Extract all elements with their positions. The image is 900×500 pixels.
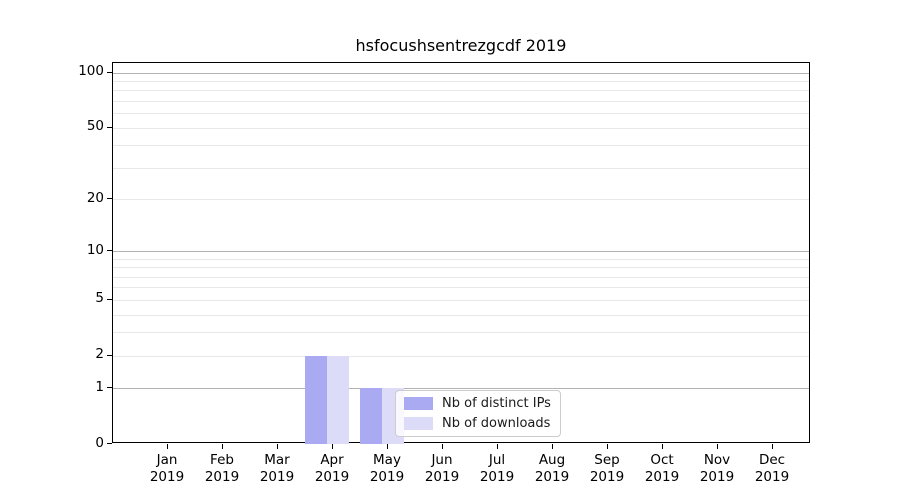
y-tick-label: 100: [78, 63, 104, 80]
bar-nb-of-distinct-ips: [360, 388, 382, 444]
legend-label: Nb of downloads: [442, 416, 551, 431]
minor-gridline: [113, 145, 809, 147]
y-tick-mark: [107, 250, 112, 252]
x-tick-label: Nov 2019: [699, 452, 735, 485]
y-tick-mark: [107, 198, 112, 200]
legend: Nb of distinct IPs Nb of downloads: [395, 390, 561, 437]
x-tick-mark: [552, 444, 553, 449]
x-tick-mark: [717, 444, 718, 449]
x-tick-mark: [662, 444, 663, 449]
x-tick-mark: [772, 444, 773, 449]
y-tick-label: 5: [95, 290, 104, 307]
x-tick-label: Feb 2019: [204, 452, 240, 485]
minor-gridline: [113, 101, 809, 103]
legend-item: Nb of downloads: [404, 416, 551, 431]
y-tick-mark: [107, 71, 112, 73]
x-tick-mark: [497, 444, 498, 449]
y-tick-mark: [107, 298, 112, 300]
x-tick-label: Aug 2019: [534, 452, 570, 485]
x-tick-label: Dec 2019: [754, 452, 790, 485]
x-tick-mark: [332, 444, 333, 449]
minor-gridline: [113, 332, 809, 334]
major-gridline: [113, 251, 809, 253]
x-tick-label: Apr 2019: [314, 452, 350, 485]
x-tick-label: Jul 2019: [479, 452, 515, 485]
y-tick-mark: [107, 443, 112, 444]
y-tick-label: 0: [95, 434, 104, 451]
minor-gridline: [113, 167, 809, 169]
x-tick-mark: [387, 444, 388, 449]
y-tick-label: 20: [86, 189, 104, 206]
x-tick-mark: [222, 444, 223, 449]
y-tick-label: 10: [86, 241, 104, 258]
y-tick-label: 1: [95, 378, 104, 395]
minor-gridline: [113, 199, 809, 201]
x-tick-mark: [167, 444, 168, 449]
legend-swatch-icon: [404, 417, 433, 430]
legend-item: Nb of distinct IPs: [404, 396, 551, 411]
bar-nb-of-distinct-ips: [305, 355, 327, 444]
major-gridline: [113, 388, 809, 390]
minor-gridline: [113, 81, 809, 83]
minor-gridline: [113, 258, 809, 260]
y-tick-label: 2: [95, 346, 104, 363]
minor-gridline: [113, 287, 809, 289]
y-tick-mark: [107, 387, 112, 389]
minor-gridline: [113, 314, 809, 316]
chart-title: hsfocushsentrezgcdf 2019: [355, 36, 567, 55]
y-tick-label: 50: [86, 118, 104, 135]
x-tick-label: Sep 2019: [589, 452, 625, 485]
x-tick-mark: [277, 444, 278, 449]
x-tick-label: May 2019: [369, 452, 405, 485]
major-gridline: [113, 72, 809, 74]
minor-gridline: [113, 113, 809, 115]
x-tick-label: Oct 2019: [644, 452, 680, 485]
bar-nb-of-downloads: [327, 355, 349, 444]
legend-label: Nb of distinct IPs: [442, 396, 551, 411]
minor-gridline: [113, 267, 809, 269]
x-tick-label: Mar 2019: [259, 452, 295, 485]
y-tick-mark: [107, 126, 112, 128]
minor-gridline: [113, 299, 809, 301]
minor-gridline: [113, 90, 809, 92]
minor-gridline: [113, 355, 809, 357]
y-tick-mark: [107, 354, 112, 356]
x-tick-label: Jun 2019: [424, 452, 460, 485]
x-tick-label: Jan 2019: [149, 452, 185, 485]
plot-area: [112, 62, 810, 444]
x-tick-mark: [607, 444, 608, 449]
minor-gridline: [113, 276, 809, 278]
legend-swatch-icon: [404, 397, 433, 410]
x-tick-mark: [442, 444, 443, 449]
minor-gridline: [113, 127, 809, 129]
